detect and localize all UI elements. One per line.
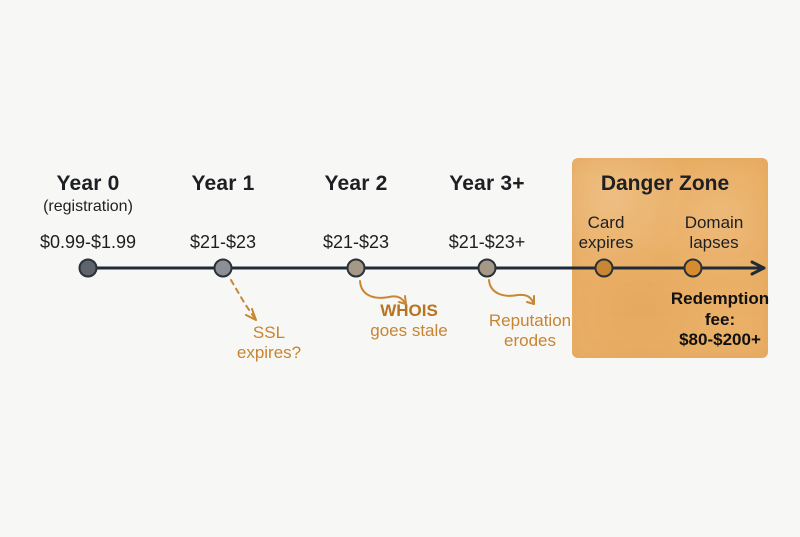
domain-lapses-line2: lapses	[689, 232, 739, 252]
year-3-label: Year 3+	[449, 172, 525, 195]
whois-note: WHOIS goes stale	[370, 301, 448, 342]
year-1-label: Year 1	[191, 172, 255, 195]
redemption-line2: fee:	[704, 309, 736, 329]
reputation-note-line2: erodes	[504, 331, 556, 351]
whois-note-rest: goes stale	[370, 321, 448, 341]
card-expires-node	[594, 258, 614, 278]
year-2-label: Year 2	[324, 172, 388, 195]
ssl-note-line1: SSL	[252, 323, 286, 342]
ssl-arrowhead	[245, 308, 257, 321]
redemption-line1: Redemption	[670, 289, 770, 308]
year-1-price: $21-$23	[189, 232, 257, 252]
domain-lapses-label: Domain lapses	[685, 213, 744, 252]
year-1-node	[213, 258, 233, 278]
danger-zone-region	[572, 158, 768, 358]
whois-curved-arrow	[359, 280, 407, 305]
redemption-fee-note: Redemption fee: $80-$200+	[671, 289, 769, 351]
ssl-dashed-arrow	[230, 279, 257, 321]
domain-lapses-line1: Domain	[684, 213, 744, 232]
timeline-arrowhead	[750, 260, 766, 276]
reputation-curved-arrow	[488, 279, 535, 305]
domain-lapses-node	[683, 258, 703, 278]
year-0-label: Year 0	[56, 172, 120, 195]
year-0-node	[78, 258, 98, 278]
year-2-price: $21-$23	[322, 232, 390, 252]
year-0-price: $0.99-$1.99	[39, 232, 137, 252]
card-expires-line2: expires	[578, 232, 634, 252]
year-3-price: $21-$23+	[448, 232, 526, 252]
card-expires-label: Card expires	[579, 213, 634, 252]
reputation-note: Reputation erodes	[489, 311, 571, 352]
whois-note-bold: WHOIS	[380, 301, 438, 320]
ssl-note: SSL expires?	[237, 323, 301, 364]
year-0-subtext: (registration)	[43, 198, 133, 215]
card-expires-line1: Card	[587, 213, 625, 232]
year-3-node	[477, 258, 497, 278]
redemption-line3: $80-$200+	[679, 330, 761, 350]
reputation-note-line1: Reputation	[488, 311, 572, 330]
whois-arrowhead	[398, 295, 407, 305]
year-2-node	[346, 258, 366, 278]
ssl-note-line2: expires?	[236, 343, 302, 363]
danger-zone-title: Danger Zone	[600, 172, 730, 195]
reputation-arrowhead	[526, 295, 535, 305]
